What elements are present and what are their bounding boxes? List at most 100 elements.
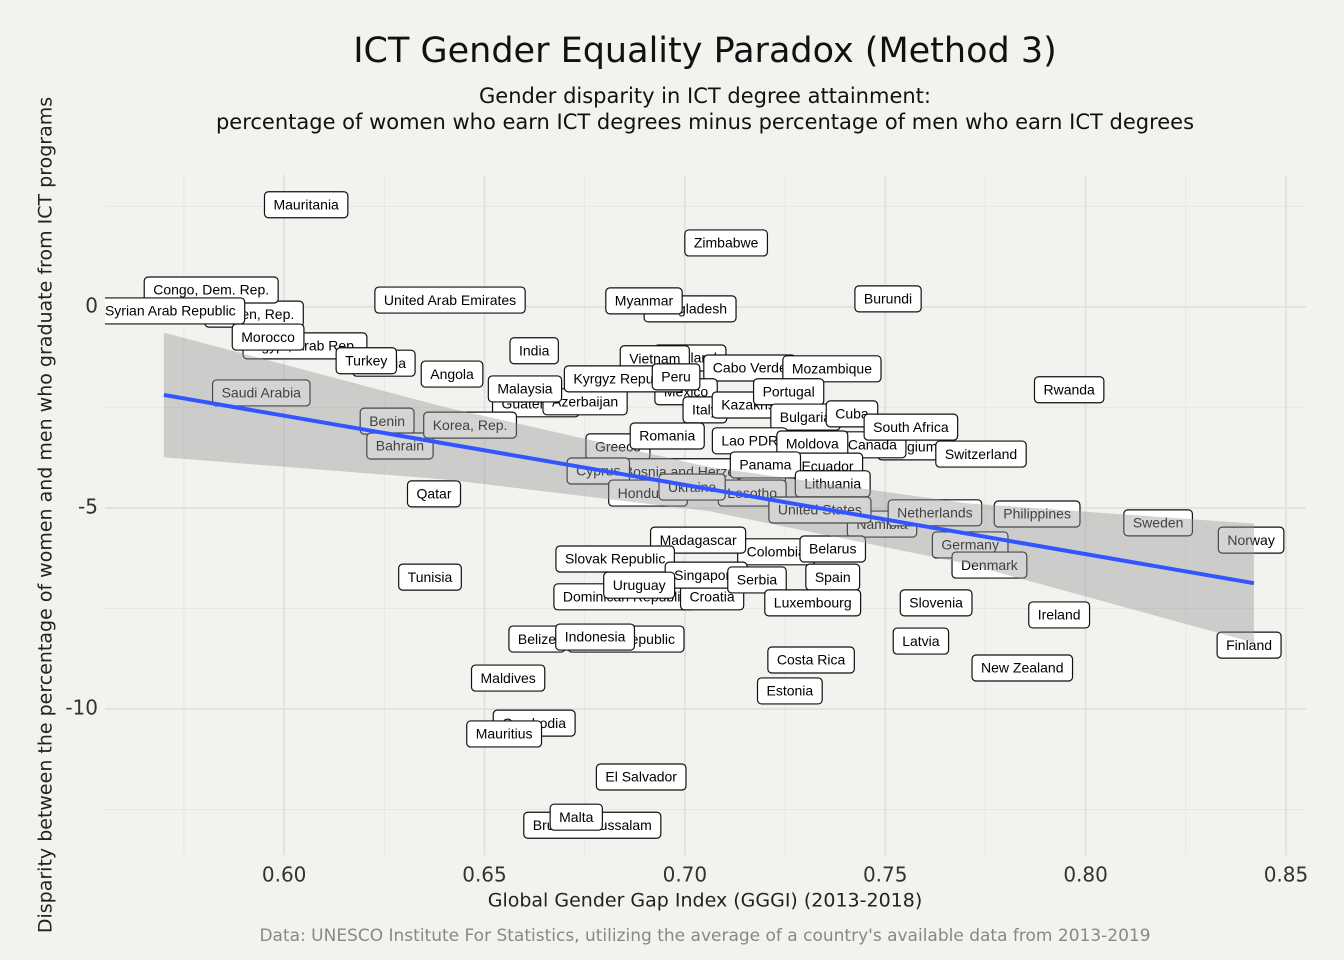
point-label: Rwanda (1033, 376, 1105, 404)
point-label: Luxembourg (764, 589, 862, 617)
chart-title: ICT Gender Equality Paradox (Method 3) (353, 31, 1057, 71)
point-label: Slovenia (899, 589, 973, 617)
country-label: Madagascar (660, 532, 737, 548)
country-label: Costa Rica (777, 652, 846, 668)
country-label: Malaysia (497, 381, 552, 397)
label-box (1217, 526, 1285, 554)
label-box (470, 664, 546, 692)
country-label: Philippines (1003, 506, 1071, 522)
country-label: Switzerland (945, 446, 1017, 462)
point-label: Netherlands (887, 499, 983, 527)
label-box (799, 535, 867, 563)
x-tick-label: 0.75 (863, 863, 908, 887)
point-label: Spain (805, 563, 861, 591)
point-label: Belarus (799, 535, 867, 563)
x-tick-label: 0.65 (462, 863, 507, 887)
label-box (335, 347, 398, 375)
country-label: Spain (815, 569, 851, 585)
country-label: Ecuador (801, 458, 853, 474)
country-label: Indonesia (565, 629, 626, 645)
label-box (423, 411, 518, 439)
label-box (595, 763, 687, 791)
chart-subtitle: Gender disparity in ICT degree attainmen… (479, 84, 931, 108)
country-label: Vietnam (629, 350, 680, 366)
point-label: Mozambique (782, 355, 882, 383)
label-box (854, 285, 922, 313)
x-tick-label: 0.70 (663, 863, 708, 887)
label-box (211, 379, 311, 407)
country-label: El Salvador (605, 769, 677, 785)
point-label: Ireland (1028, 601, 1091, 629)
chart-subtitle: percentage of women who earn ICT degrees… (216, 110, 1194, 134)
regression-line (163, 392, 1255, 586)
label-box (549, 803, 603, 831)
point-label: Saudi Arabia (211, 379, 311, 407)
point-label: Sweden (1123, 509, 1194, 537)
point-label: Indonesia (555, 623, 636, 651)
point-label: Romania (629, 422, 705, 450)
label-box (398, 563, 462, 591)
point-label: Mauritania (263, 191, 349, 219)
point-label: South Africa (863, 413, 959, 441)
point-label: Switzerland (935, 440, 1027, 468)
country-label: New Zealand (981, 660, 1064, 676)
country-label: Singapore (674, 567, 738, 583)
country-label: Sweden (1133, 515, 1184, 531)
country-label: Slovak Republic (565, 551, 665, 567)
point-label: Tunisia (398, 563, 462, 591)
country-label: Benin (369, 413, 405, 429)
country-label: Moldova (786, 436, 839, 452)
country-label: Cuba (835, 406, 869, 422)
point-label: Denmark (951, 551, 1028, 579)
point-label: Peru (651, 363, 701, 391)
point-label: Finland (1216, 631, 1282, 659)
point-label: Uruguay (603, 571, 676, 599)
y-tick-label: -5 (78, 494, 98, 518)
label-box (1028, 601, 1091, 629)
country-label: Zimbabwe (694, 235, 759, 251)
label-box (649, 526, 747, 554)
point-label: Angola (420, 360, 484, 388)
country-label: Belize (518, 631, 556, 647)
point-label: Moldova (776, 430, 849, 458)
point-label: Lao PDR (711, 427, 788, 455)
point-label: Myanmar (605, 287, 683, 315)
country-label: Malta (559, 809, 593, 825)
point-label: Maldives (470, 664, 546, 692)
label-box (651, 363, 701, 391)
country-label: Italy (692, 402, 718, 418)
country-label: Colombia (747, 543, 806, 559)
country-label: Burundi (864, 291, 912, 307)
point-label: Azerbaijan (542, 388, 628, 416)
country-label: India (519, 342, 550, 358)
point-label: Colombia (737, 538, 816, 566)
label-box (406, 480, 462, 508)
y-axis-label: Disparity between the percentage of wome… (35, 97, 57, 933)
x-tick-label: 0.80 (1063, 863, 1108, 887)
country-label: Luxembourg (774, 595, 852, 611)
y-tick-label: 0 (85, 293, 98, 317)
point-label: Norway (1217, 526, 1285, 554)
label-box (374, 286, 526, 314)
point-label: Burundi (854, 285, 922, 313)
country-label: Uruguay (613, 577, 666, 593)
label-box (892, 627, 950, 655)
label-box (231, 323, 305, 351)
country-label: Tunisia (408, 569, 453, 585)
x-tick-label: 0.60 (262, 863, 307, 887)
country-label: Turkey (345, 352, 387, 368)
country-label: Finland (1226, 637, 1272, 653)
country-label: Portugal (763, 383, 815, 399)
country-label: Netherlands (897, 504, 973, 520)
point-label: Turkey (335, 347, 398, 375)
point-label: United Arab Emirates (374, 286, 526, 314)
label-box (105, 297, 246, 325)
point-label: Malta (549, 803, 603, 831)
country-label: Mozambique (792, 361, 872, 377)
country-label: Cabo Verde (713, 360, 787, 376)
y-tick-label: -10 (65, 696, 98, 720)
label-box (899, 589, 973, 617)
country-label: Lithuania (804, 476, 861, 492)
point-label: Portugal (752, 378, 825, 406)
label-box (756, 677, 823, 705)
